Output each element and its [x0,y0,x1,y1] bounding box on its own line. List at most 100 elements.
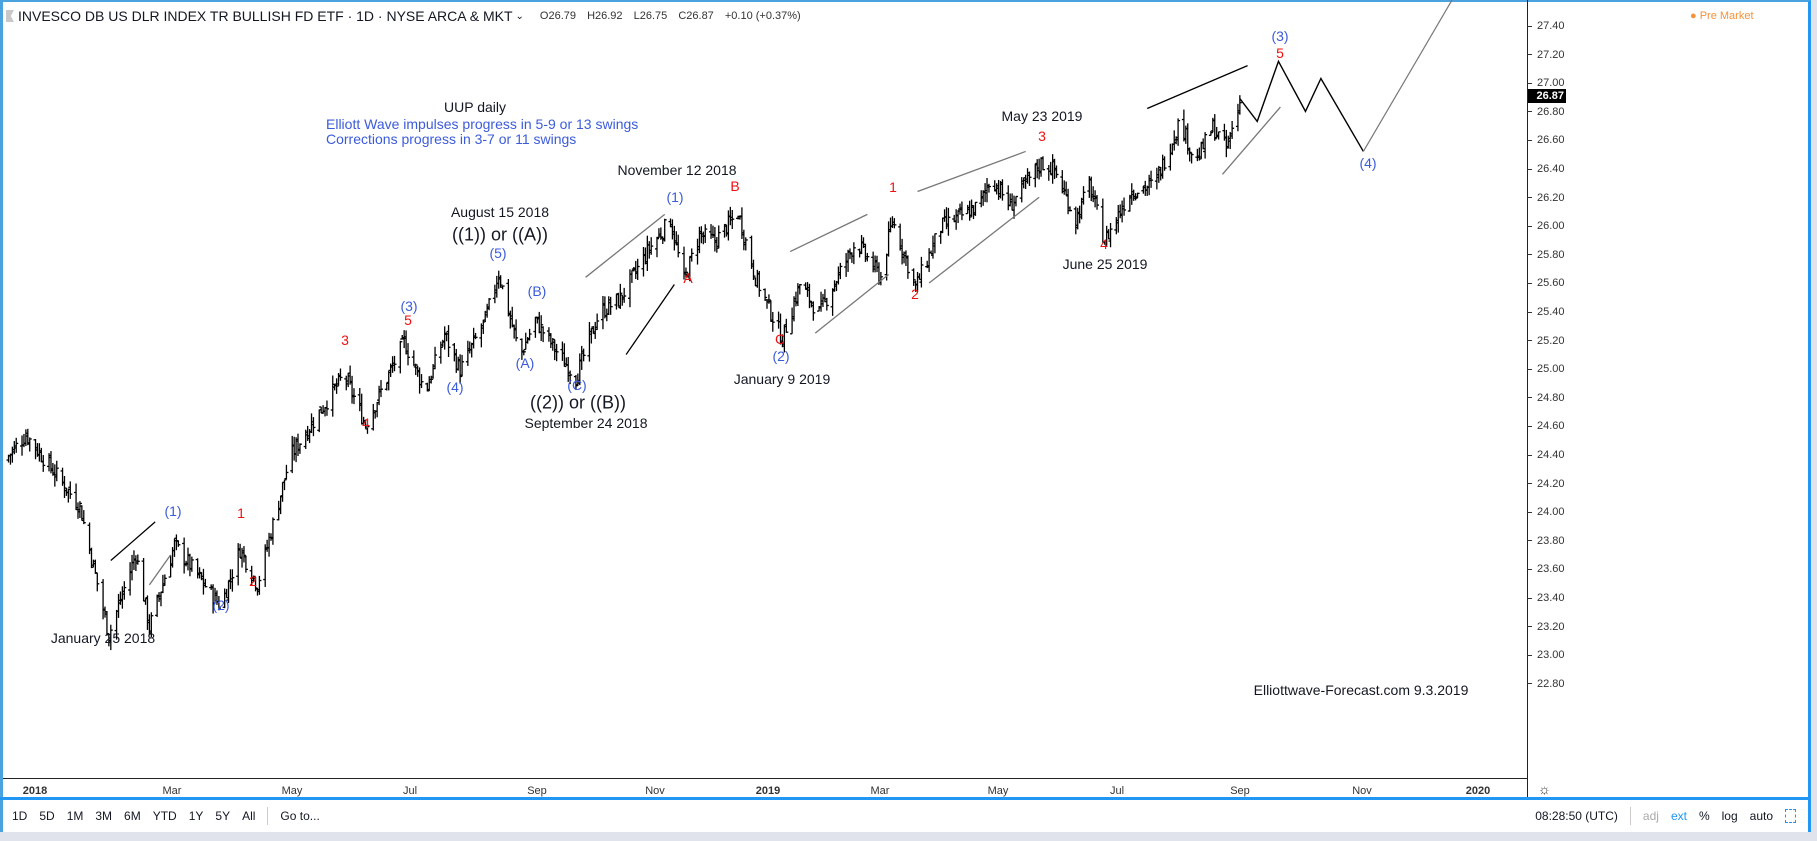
time-tick: 2018 [22,785,48,797]
range-all[interactable]: All [242,809,256,823]
range-6m[interactable]: 6M [124,809,141,823]
premarket-badge: ● Pre Market [1690,10,1754,22]
price-bar [595,313,600,330]
price-bar [539,315,544,342]
price-bar [932,233,937,254]
price-tick: 25.80 [1527,249,1565,261]
date-label: August 15 2018 [450,204,550,220]
collapse-flag-icon[interactable] [6,10,14,22]
price-tick: 23.60 [1527,563,1565,575]
price-bar [108,624,113,651]
time-tick: Jul [402,785,418,797]
range-1y[interactable]: 1Y [188,809,204,823]
price-chart[interactable] [0,0,1527,778]
price-bar [135,554,140,565]
trendline [148,554,172,586]
price-bar [824,297,829,311]
range-3m[interactable]: 3M [95,809,113,823]
settings-gear-icon[interactable]: ☼ [1538,781,1551,797]
price-tick: 27.20 [1527,49,1565,61]
price-bar [411,350,416,366]
range-5d[interactable]: 5D [39,809,55,823]
price-bar [1189,152,1194,164]
price-bar [608,296,613,315]
wave-label: 2 [911,286,919,302]
wave-label: 1 [237,505,245,521]
price-bar [1216,131,1221,140]
divider [1629,807,1631,825]
price-tick: 26.80 [1527,106,1565,118]
price-bar [757,270,762,297]
premarket-label: Pre Market [1699,10,1754,22]
price-bar [654,236,659,258]
divider [0,797,1811,800]
percent-toggle[interactable]: % [1698,809,1710,823]
trendline [110,521,156,562]
note-corrections: Corrections progress in 3-7 or 11 swings [326,131,577,147]
price-bar [398,340,403,374]
time-axis[interactable]: 2018 Mar May Jul Sep Nov 2019 Mar May Jul Sep Nov 20… [3,778,1527,799]
price-bar [14,437,19,453]
price-bar [622,287,627,303]
symbol-title[interactable]: INVESCO DB US DLR INDEX TR BULLISH FD ET… [18,8,513,24]
price-bar [689,248,694,262]
price-tick: 25.40 [1527,306,1565,318]
price-bar [149,612,154,638]
price-bar [365,423,370,434]
price-bar [865,252,870,262]
price-bar [967,200,972,221]
wave-label: (2) [772,348,790,364]
price-bar [683,267,688,278]
wave-label: B [730,178,740,194]
range-ytd[interactable]: YTD [152,809,177,823]
range-1m[interactable]: 1M [66,809,84,823]
wave-label: (4) [446,379,464,395]
wave-label: 5 [1276,45,1284,61]
price-bar [211,584,216,614]
price-bar [618,283,623,309]
ext-toggle[interactable]: ext [1670,809,1687,823]
price-tick: 26.60 [1527,134,1565,146]
date-label: November 12 2018 [617,162,737,178]
wave-label: (A) [515,355,535,371]
price-tick: 24.40 [1527,449,1565,461]
price-tick: 24.80 [1527,392,1565,404]
price-bar [892,218,897,229]
price-bar [1237,95,1242,115]
chevron-down-icon[interactable]: ⌄ [515,10,524,22]
price-bar [743,237,748,251]
auto-toggle[interactable]: auto [1749,809,1773,823]
price-tick: 26.00 [1527,220,1565,232]
price-bar [1149,170,1154,188]
wave-label: A [683,270,693,286]
time-tick: Nov [1352,785,1372,797]
price-bar [230,569,235,592]
price-bar [282,479,287,491]
price-bar [811,301,816,321]
price-bar [189,556,194,572]
price-bar [284,464,289,480]
price-bar [751,259,756,281]
price-bar [68,481,73,499]
price-bar [838,262,843,280]
date-label: January 25 2018 [50,630,156,646]
log-toggle[interactable]: log [1721,809,1738,823]
time-tick: Nov [645,785,665,797]
range-1d[interactable]: 1D [12,809,28,823]
price-bar [550,338,555,351]
price-bar [338,368,343,381]
adj-toggle[interactable]: adj [1642,809,1659,823]
price-bar [498,275,503,288]
price-bar [473,332,478,340]
fullscreen-icon[interactable] [1785,809,1796,823]
range-5y[interactable]: 5Y [215,809,231,823]
time-tick: Sep [527,785,547,797]
bottom-toolbar: 1D 5D 1M 3M 6M YTD 1Y 5Y All Go to... 08… [0,800,1808,832]
price-bar [446,325,451,358]
price-bar [241,546,246,563]
price-bar [182,537,187,574]
price-tick: 23.80 [1527,535,1565,547]
goto-button[interactable]: Go to... [280,809,320,823]
time-tick: 2019 [755,785,781,797]
price-axis[interactable] [1527,0,1528,798]
